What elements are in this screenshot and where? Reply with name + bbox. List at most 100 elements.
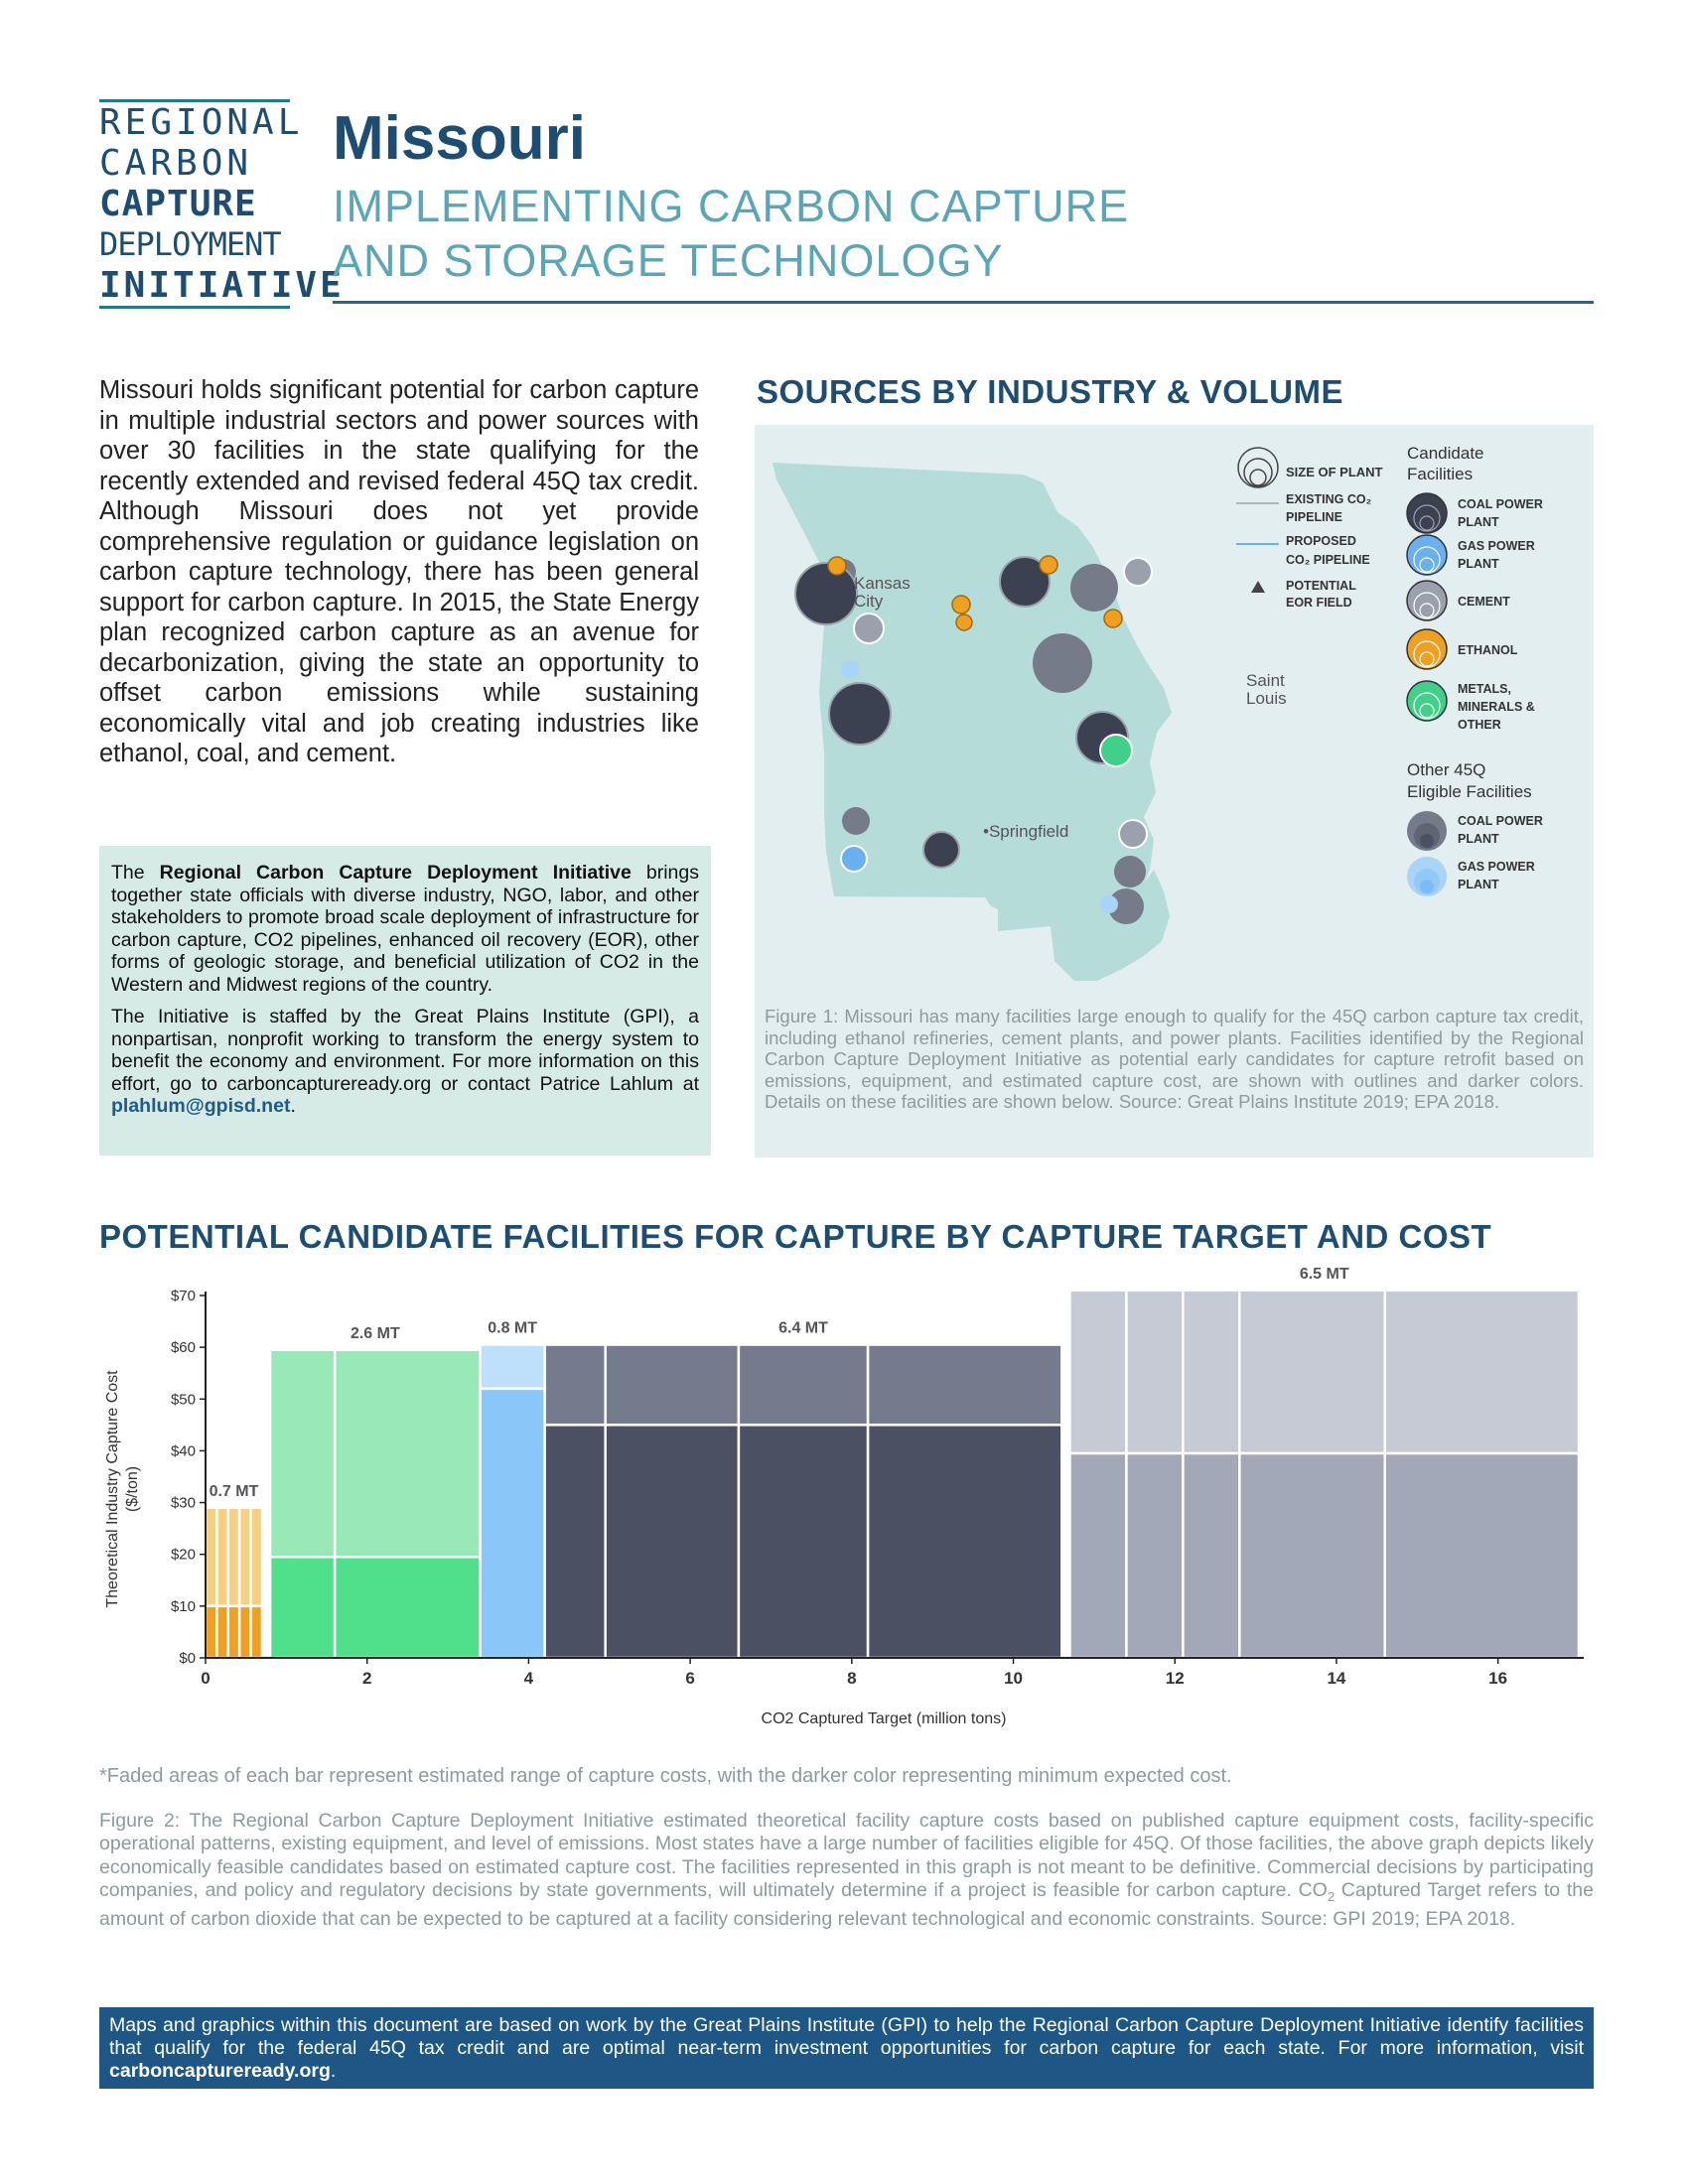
facility-other-coal (842, 807, 870, 835)
facility-cement (853, 613, 885, 644)
logo-line-regional: REGIONAL (99, 102, 304, 143)
legend-proposed-pipeline-label-2: CO₂ PIPELINE (1286, 553, 1370, 567)
chart-y-tick-label: $60 (171, 1339, 196, 1356)
chart-bar-range (1238, 1289, 1387, 1455)
chart-group-label: 6.4 MT (778, 1320, 828, 1337)
facility-ethanol (827, 556, 847, 576)
footer-text-end: . (330, 2060, 337, 2082)
chart-y-axis-label: Theoretical Industry Capture Cost (104, 1370, 121, 1608)
footer-website-link[interactable]: carboncaptureready.org (109, 2060, 331, 2082)
legend-candidate-heading-1: Candidate (1407, 444, 1484, 463)
chart-bar-minimum (1068, 1451, 1128, 1660)
chart-bar-minimum (737, 1424, 870, 1660)
subtitle-line-1: IMPLEMENTING CARBON CAPTURE (333, 181, 1130, 231)
legend-coal-icon (1406, 492, 1448, 534)
chart-bar-range (479, 1343, 546, 1391)
chart-group-label: 6.5 MT (1300, 1266, 1349, 1283)
chart-bar-range (333, 1348, 482, 1559)
facility-coal (999, 556, 1051, 608)
chart-group-labels: 0.7 MT 2.6 MT 0.8 MT 6.4 MT 6.5 MT (210, 1266, 1349, 1500)
chart-y-tick-label: $10 (171, 1598, 196, 1615)
chart-bar-range (268, 1348, 337, 1559)
chart-bar-minimum (333, 1556, 482, 1660)
facility-other-coal (1033, 633, 1092, 693)
facility-coal (794, 562, 858, 625)
facility-other-coal (1108, 888, 1144, 924)
legend-candidate-heading-2: Facilities (1407, 465, 1473, 483)
legend-eor-label-1: POTENTIAL (1286, 579, 1356, 593)
legend-other-gas-label-2: PLANT (1458, 878, 1499, 891)
facility-cement (1123, 557, 1153, 587)
legend-gas-label-1: GAS POWER (1458, 539, 1535, 553)
legend-coal-label-1: COAL POWER (1458, 497, 1543, 511)
legend-ethanol-icon (1406, 628, 1448, 670)
city-label-kansas-city-2: City (854, 592, 884, 611)
chart-x-tick-label: 16 (1488, 1669, 1507, 1688)
chart-bar-range (1182, 1289, 1241, 1455)
legend-proposed-pipeline-label-1: PROPOSED (1286, 534, 1356, 548)
chart-x-tick-label: 4 (524, 1669, 534, 1688)
legend-metals-label-2: MINERALS & (1458, 700, 1535, 714)
legend-eor-label-2: EOR FIELD (1286, 596, 1352, 610)
footer-banner: Maps and graphics within this document a… (99, 2007, 1594, 2089)
chart-y-tick-label: $70 (171, 1288, 196, 1304)
facility-ethanol (1103, 609, 1123, 628)
legend-other-heading-2: Eligible Facilities (1407, 782, 1532, 801)
legend-eor-triangle-icon (1251, 581, 1265, 593)
chart-y-tick-label: $50 (171, 1391, 196, 1408)
chart-y-axis-label-unit: ($/ton) (124, 1466, 141, 1512)
chart-bar-range (737, 1343, 870, 1427)
city-label-springfield: •Springfield (983, 822, 1068, 841)
chart-bar-range (237, 1506, 252, 1608)
legend-metals-label-3: OTHER (1458, 718, 1501, 732)
chart-group-label: 0.7 MT (210, 1483, 259, 1500)
chart-bar-minimum (1125, 1451, 1185, 1660)
info-p2-pre: The Initiative is staffed by the Great P… (111, 1006, 699, 1095)
page-subtitle: IMPLEMENTING CARBON CAPTURE AND STORAGE … (333, 179, 1129, 288)
chart-x-tick-label: 10 (1004, 1669, 1023, 1688)
legend-size-label: SIZE OF PLANT (1286, 465, 1383, 479)
fig2-subscript: 2 (1327, 1888, 1336, 1904)
chart-bar-range (866, 1343, 1063, 1427)
facility-coal (828, 682, 892, 746)
chart-x-tick-label: 14 (1327, 1669, 1345, 1688)
facility-other-gas (841, 660, 859, 678)
intro-paragraph: Missouri holds significant potential for… (99, 376, 699, 767)
info-p2-post: . (290, 1095, 296, 1117)
facility-ethanol (1039, 555, 1058, 575)
footer-text: Maps and graphics within this document a… (109, 2014, 1584, 2059)
capture-cost-chart: 0.7 MT2.6 MT 0.8 MT 6.4 MT6.5 MT $0$10$20$… (104, 1266, 1584, 1727)
chart-bar-range (226, 1506, 241, 1608)
facility-cement (1118, 819, 1148, 849)
chart-bar-range (543, 1343, 607, 1427)
chart-x-tick-label: 2 (362, 1669, 371, 1688)
contact-email-link[interactable]: plahlum@gpisd.net (111, 1095, 291, 1117)
legend-other-coal-label-1: COAL POWER (1458, 814, 1543, 828)
info-p1-pre: The (111, 862, 160, 884)
subtitle-line-2: AND STORAGE TECHNOLOGY (333, 235, 1004, 286)
chart-bar-minimum (1383, 1451, 1581, 1660)
facility-other-coal (1070, 564, 1118, 612)
chart-y-tick-label: $40 (171, 1442, 196, 1459)
legend-metals-label-1: METALS, (1458, 682, 1511, 696)
legend-other-gas-label-1: GAS POWER (1458, 860, 1535, 874)
legend-gas-label-2: PLANT (1458, 557, 1499, 571)
chart-bar-minimum (1182, 1451, 1241, 1660)
chart-y-tick-label: $20 (171, 1547, 196, 1564)
chart-axes: $0 $10 $20 $30 $40 $50 $60 $70 0 2 4 6 8 10 12 14 16 (171, 1288, 1584, 1688)
chart-bar-minimum (479, 1387, 546, 1660)
chart-bar-minimum (866, 1424, 1063, 1660)
missouri-map: Kansas City Saint Louis •Springfield SIZ… (773, 444, 1543, 981)
map-section-title: SOURCES BY INDUSTRY & VOLUME (757, 373, 1343, 410)
logo-line-initiative: INITIATIVE (99, 265, 345, 306)
legend-ethanol-label: ETHANOL (1458, 643, 1518, 657)
facility-metals (1099, 734, 1133, 767)
info-p1-bold: Regional Carbon Capture Deployment Initi… (159, 862, 632, 884)
chart-bar-minimum (604, 1424, 741, 1660)
legend-other-coal-icon (1407, 811, 1447, 851)
chart-bar-minimum (268, 1556, 337, 1660)
legend-other-heading-1: Other 45Q (1407, 760, 1485, 779)
chart-section-title: POTENTIAL CANDIDATE FACILITIES FOR CAPTU… (99, 1218, 1492, 1255)
chart-y-tick-label: $30 (171, 1495, 196, 1512)
chart-bar-range (215, 1506, 230, 1608)
